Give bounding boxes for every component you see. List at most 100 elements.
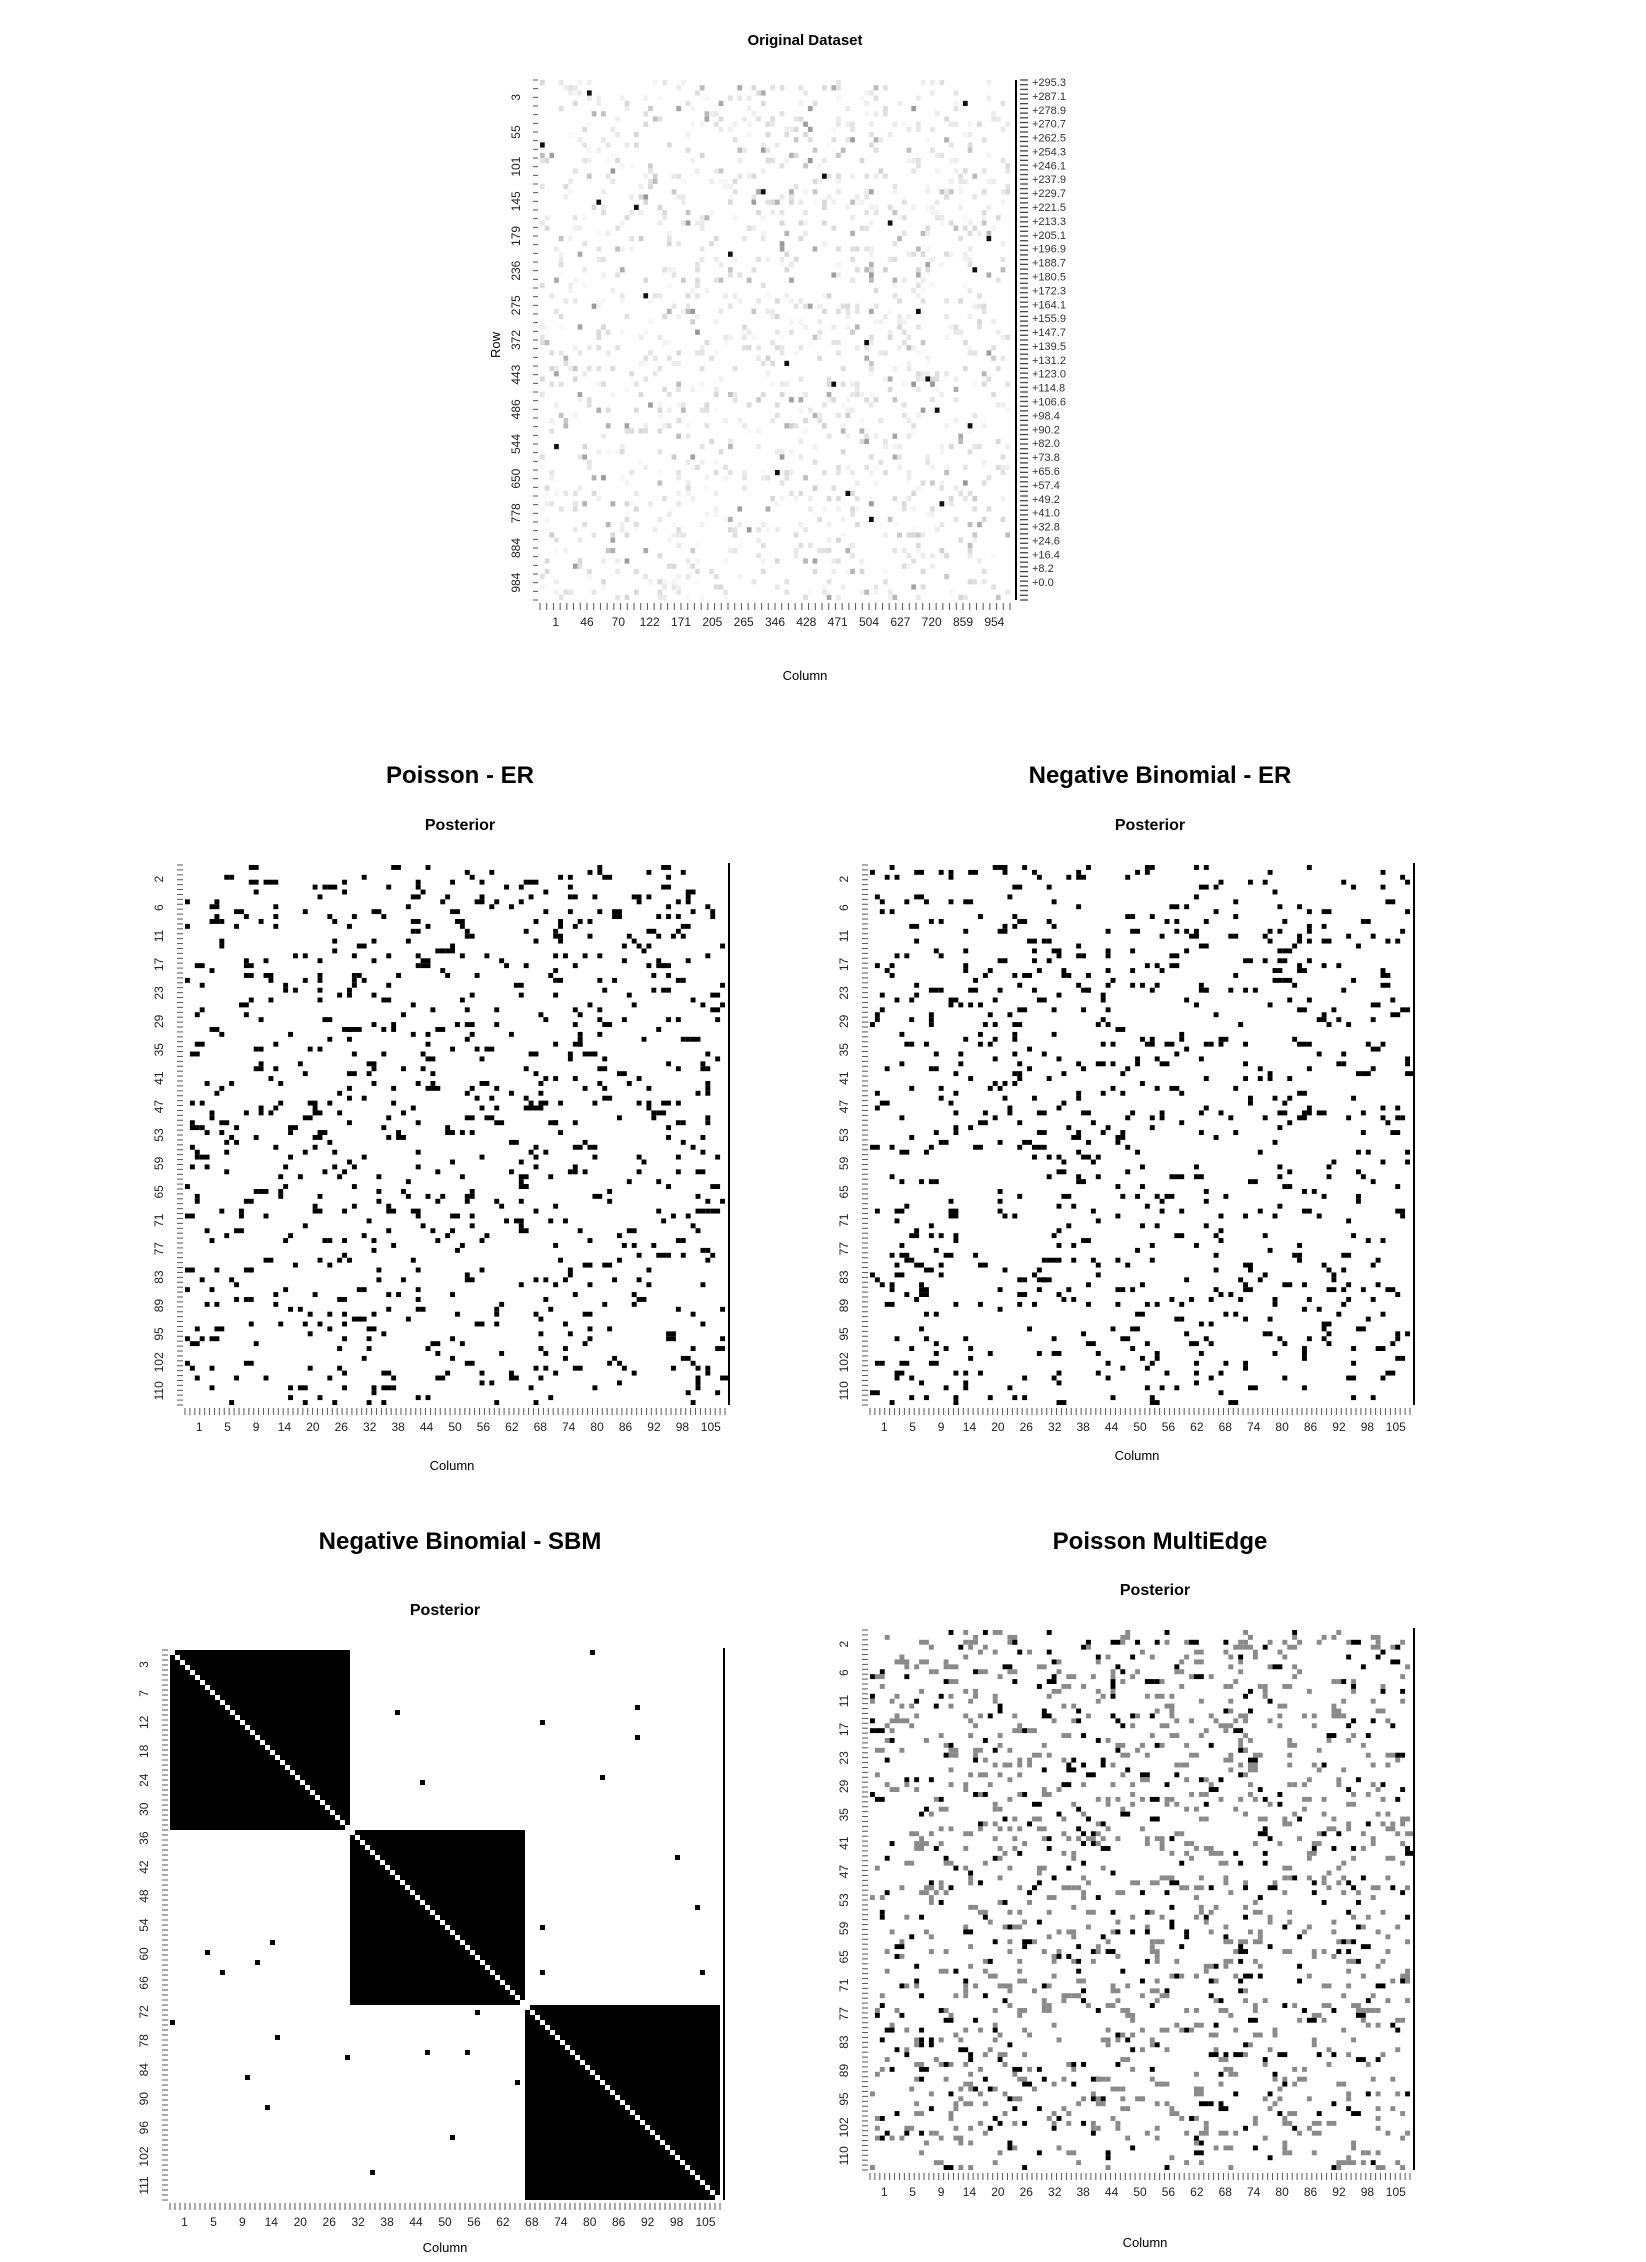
heatmap-cell	[850, 173, 855, 179]
heatmap-cell	[840, 423, 846, 429]
heatmap-cell	[1316, 1213, 1322, 1219]
heatmap-cell	[968, 1733, 974, 1738]
heatmap-cell	[873, 319, 879, 325]
heatmap-cell	[870, 1698, 875, 1704]
heatmap-cell	[332, 1164, 338, 1170]
heatmap-cell	[756, 210, 761, 216]
heatmap-cell	[209, 1238, 215, 1243]
heatmap-cell	[807, 303, 813, 309]
heatmap-cell	[567, 1056, 573, 1062]
heatmap-cell	[243, 1360, 254, 1366]
heatmap-cell	[540, 454, 545, 460]
heatmap-cell	[248, 997, 254, 1003]
heatmap-cell	[675, 1017, 681, 1023]
heatmap-cell	[1007, 1634, 1018, 1640]
heatmap-cell	[302, 953, 308, 959]
heatmap-cell	[713, 574, 719, 580]
heatmap-cell	[925, 355, 931, 361]
heatmap-cell	[543, 1277, 549, 1283]
heatmap-cell	[675, 1066, 681, 1072]
heatmap-cell	[229, 1400, 235, 1405]
heatmap-cell	[850, 277, 855, 283]
heatmap-cell	[982, 1821, 988, 1827]
heatmap-cell	[920, 251, 926, 257]
heatmap-cell	[968, 987, 978, 993]
heatmap-cell	[1218, 1860, 1229, 1866]
heatmap-cell	[1218, 1041, 1224, 1047]
heatmap-cell	[992, 1836, 998, 1842]
heatmap-cell	[732, 189, 738, 195]
heatmap-cell	[337, 1297, 347, 1302]
diagonal-cell	[270, 1750, 275, 1755]
heatmap-cell	[1066, 1125, 1072, 1131]
y-tick-label: 6	[837, 904, 851, 911]
heatmap-cell	[1100, 1017, 1106, 1023]
heatmap-cell	[892, 189, 898, 195]
heatmap-cell	[1208, 1041, 1214, 1047]
heatmap-cell	[1012, 1071, 1018, 1077]
heatmap-cell	[558, 1130, 563, 1135]
heatmap-cell	[185, 977, 190, 983]
heatmap-cell	[484, 1233, 490, 1239]
heatmap-cell	[784, 381, 790, 387]
heatmap-cell	[1159, 1061, 1165, 1067]
heatmap-cell	[1056, 1400, 1067, 1405]
heatmap-cell	[854, 308, 860, 314]
heatmap-cell	[718, 308, 724, 314]
diagonal-cell	[215, 1695, 220, 1700]
heatmap-cell	[803, 527, 808, 533]
heatmap-cell	[1169, 1850, 1175, 1856]
heatmap-cell	[484, 953, 490, 959]
heatmap-cell	[894, 1693, 900, 1699]
heatmap-cell	[1081, 1644, 1086, 1650]
heatmap-cell	[1144, 1365, 1150, 1371]
heatmap-cell	[626, 1228, 637, 1234]
heatmap-cell	[636, 943, 642, 949]
heatmap-cell	[371, 1390, 377, 1396]
heatmap-cell	[1218, 1796, 1224, 1802]
heatmap-cell	[765, 121, 771, 127]
heatmap-cell	[1140, 1036, 1145, 1042]
heatmap-cell	[760, 522, 766, 528]
diagonal-cell	[275, 1755, 280, 1760]
heatmap-cell	[1326, 938, 1332, 944]
heatmap-cell	[986, 475, 992, 481]
heatmap-cell	[601, 137, 606, 143]
heatmap-cell	[889, 1282, 895, 1288]
heatmap-cell	[909, 1831, 920, 1837]
heatmap-cell	[997, 1703, 1003, 1709]
y-tick-label: 544	[509, 434, 523, 454]
heatmap-cell	[657, 95, 663, 101]
heatmap-cell	[925, 225, 931, 231]
heatmap-cell	[523, 1095, 529, 1101]
heatmap-cell	[410, 1002, 416, 1008]
heatmap-cell	[533, 1277, 539, 1283]
heatmap-cell	[953, 168, 959, 174]
heatmap-cell	[567, 1169, 573, 1175]
heatmap-cell	[1375, 1639, 1381, 1645]
heatmap-cell	[386, 1203, 392, 1209]
heatmap-cell	[953, 516, 959, 522]
heatmap-cell	[695, 1905, 700, 1910]
heatmap-cell	[944, 137, 949, 143]
heatmap-cell	[509, 1090, 514, 1096]
heatmap-cell	[760, 282, 766, 288]
heatmap-cell	[376, 1174, 382, 1180]
x-tick-label: 1	[881, 1420, 888, 1434]
heatmap-cell	[1297, 968, 1302, 973]
heatmap-cell	[704, 215, 710, 221]
heatmap-cell	[899, 1747, 905, 1753]
heatmap-cell	[425, 1031, 431, 1037]
heatmap-cell	[963, 168, 968, 174]
heatmap-cell	[239, 1208, 244, 1214]
heatmap-cell	[170, 2020, 175, 2025]
heatmap-cell	[366, 1061, 372, 1067]
heatmap-cell	[1238, 1022, 1244, 1027]
heatmap-cell	[933, 1796, 939, 1802]
heatmap-cell	[943, 1855, 949, 1861]
heatmap-cell	[690, 548, 696, 554]
heatmap-cell	[850, 568, 855, 574]
heatmap-cell	[582, 454, 587, 460]
heatmap-cell	[948, 501, 954, 507]
heatmap-cell	[523, 1184, 529, 1189]
